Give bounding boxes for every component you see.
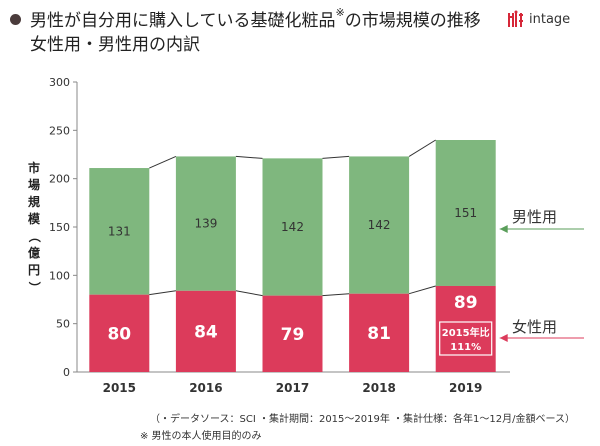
y-axis-label-char: 円 [27,263,40,277]
data-label-female: 84 [194,322,218,342]
y-axis-label-char: 億 [27,246,40,260]
data-label-male: 142 [281,220,304,234]
page-title: 男性が自分用に購入している基礎化粧品※の市場規模の推移 [30,6,481,31]
y-axis-label-char: 場 [27,178,40,192]
y-tick-label: 150 [49,221,70,234]
bar-male-2018 [349,156,410,294]
footnote-note: ※ 男性の本人使用目的のみ [140,431,262,442]
x-tick-label: 2016 [189,381,222,395]
y-tick-label: 200 [49,173,70,186]
y-axis-label-char: 規 [27,195,40,209]
y-axis-label-char: 模 [27,212,40,226]
data-label-female: 81 [367,324,391,344]
annotation-line1: 2015年比 [442,326,490,339]
legend-label-male: 男性用 [512,208,557,226]
x-tick-label: 2017 [276,381,309,395]
logo-text: intage [529,11,571,27]
connector-total [408,139,436,157]
data-label-female: 80 [107,324,131,344]
page-subtitle: 女性用・男性用の内訳 [30,35,200,55]
title-bullet [10,14,21,25]
legend-arrowhead-male [499,225,508,233]
data-label-female: 79 [281,325,305,345]
y-axis-label-char: 市 [27,161,40,175]
bar-female-2018 [349,293,410,372]
connector-female [322,293,350,297]
footnote-source: （・データソース：SCI ・集計期間：2015～2019年 ・集計仕様：各年1～… [150,414,575,425]
title-main: 男性が自分用に購入している基礎化粧品 [30,11,336,31]
connector-female [235,290,263,297]
data-label-male: 139 [194,217,217,231]
x-tick-label: 2019 [449,381,482,395]
y-tick-label: 0 [63,366,70,379]
bar-male-2019 [435,140,496,286]
legend-label-female: 女性用 [512,318,557,336]
legend-arrowhead-female [499,334,508,342]
intage-logo-icon [508,10,523,27]
x-tick-label: 2015 [103,381,136,395]
bar-male-2017 [262,158,323,296]
bar-female-2017 [262,295,323,372]
y-tick-label: 100 [49,269,70,282]
title-mark: ※ [335,6,345,19]
connector-total [322,155,350,159]
y-axis-label: 市場規模（億円） [26,160,42,296]
annotation-box [439,321,493,356]
bar-female-2015 [89,294,150,372]
y-tick-label: 50 [56,318,70,331]
y-tick-label: 300 [49,76,70,89]
connector-female [149,290,176,296]
bar-male-2016 [175,156,236,291]
data-label-male: 151 [454,206,477,220]
connector-total [149,155,177,169]
annotation-line2: 111% [450,342,481,353]
data-label-male: 131 [108,224,131,238]
y-tick-label: 250 [49,124,70,137]
intage-logo: intage [506,9,570,29]
data-label-female: 89 [454,293,478,313]
bar-female-2019 [435,285,496,372]
title-rest: の市場規模の推移 [344,11,481,31]
bar-female-2016 [175,290,236,372]
bar-male-2015 [89,168,150,295]
connector-total [235,155,263,159]
header: 男性が自分用に購入している基礎化粧品※の市場規模の推移 女性用・男性用の内訳 i… [0,0,600,60]
x-tick-label: 2018 [362,381,395,395]
data-label-male: 142 [368,218,391,232]
connector-female [408,285,436,295]
